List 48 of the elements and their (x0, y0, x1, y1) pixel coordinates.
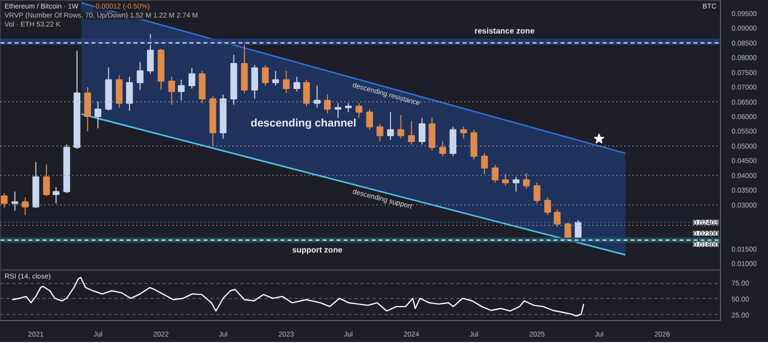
candlestick (408, 120, 415, 145)
candlestick (314, 85, 320, 108)
candlestick (94, 101, 102, 129)
candlestick (376, 123, 384, 142)
candlestick (544, 196, 551, 216)
candlestick (178, 79, 185, 101)
candlestick (470, 129, 478, 160)
candlestick (439, 141, 446, 157)
candlestick (564, 222, 572, 240)
candlestick (272, 70, 279, 86)
candlestick (356, 102, 362, 118)
candlestick (251, 64, 258, 100)
candlestick (418, 117, 426, 145)
candlestick (262, 64, 269, 86)
candlestick (334, 102, 342, 118)
candlestick (512, 176, 520, 192)
candlestick (52, 186, 60, 204)
candlestick (116, 74, 123, 108)
band-label: support zone (292, 246, 343, 255)
candlestick (534, 182, 540, 204)
candlestick (450, 126, 456, 157)
candlestick (188, 67, 196, 90)
candlestick (0, 192, 8, 208)
candlestick (12, 191, 18, 212)
candlestick (168, 76, 176, 106)
candlestick (397, 114, 404, 140)
candlestick (136, 62, 144, 91)
candlestick (460, 126, 467, 140)
annotation: descending channel (250, 117, 356, 130)
candlestick (293, 76, 300, 92)
candlestick (324, 94, 331, 114)
candlestick (492, 164, 499, 184)
candlestick (84, 86, 92, 132)
candlestick (303, 79, 310, 107)
candlestick (126, 76, 133, 112)
band-label: resistance zone (474, 26, 536, 36)
candlestick (502, 173, 509, 186)
candlestick (387, 112, 394, 141)
candlestick (522, 172, 530, 190)
candlestick (366, 108, 373, 130)
candlestick (554, 208, 561, 228)
candlestick (43, 164, 50, 197)
candlestick (282, 70, 290, 94)
candlestick (428, 117, 436, 151)
candlestick (574, 220, 582, 238)
candlestick (147, 34, 154, 74)
candlestick (481, 152, 488, 174)
candlestick (22, 196, 29, 216)
